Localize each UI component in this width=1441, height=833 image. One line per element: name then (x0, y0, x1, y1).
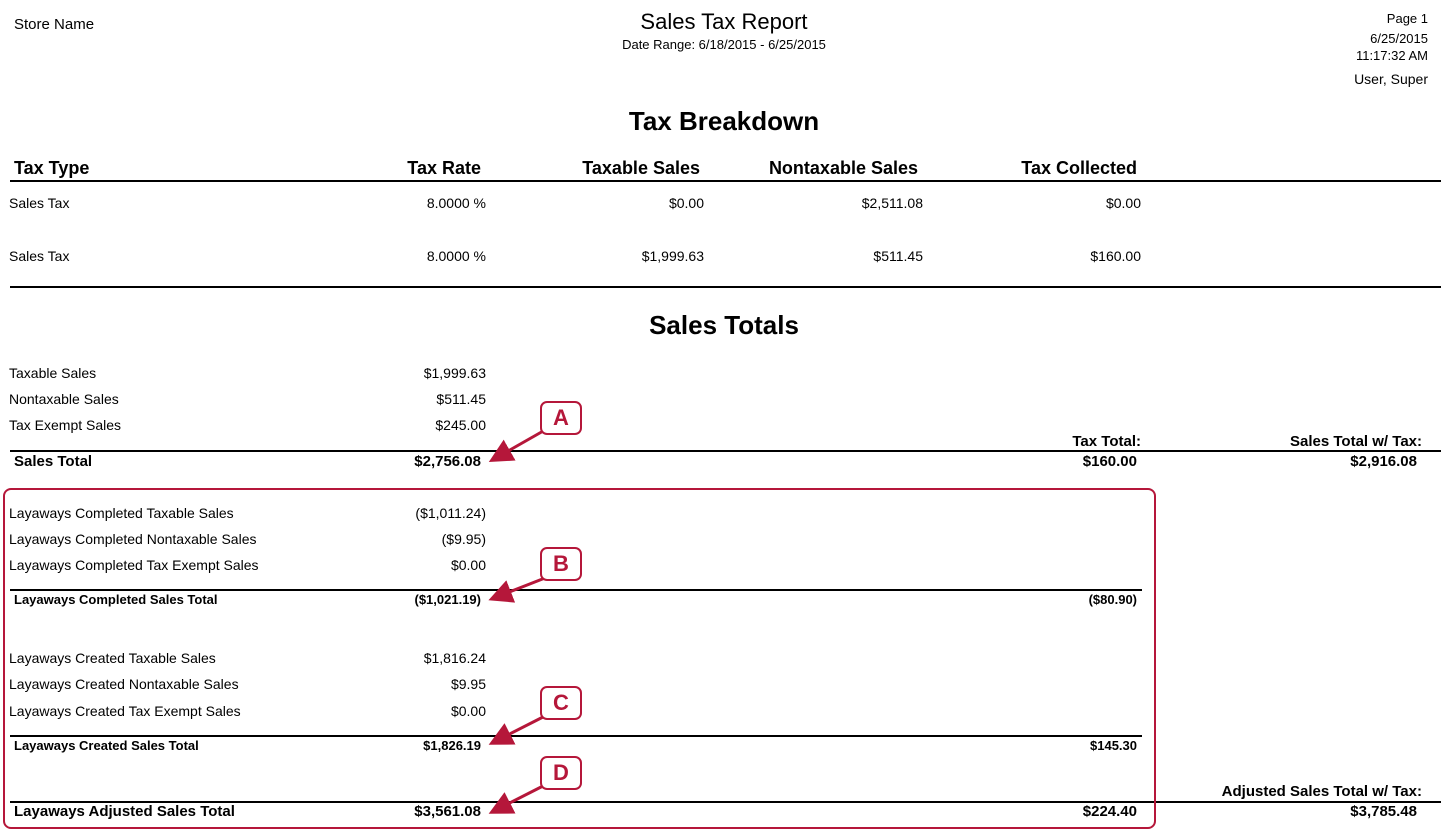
layaway-created-exempt-value: $0.00 (450, 703, 486, 719)
page-number: Page 1 (1386, 11, 1428, 26)
col-tax-type: Tax Type (14, 158, 90, 178)
taxable-sales-cell: $0.00 (668, 195, 704, 211)
header-rule (10, 180, 1441, 182)
adjusted-total-rule (10, 801, 1441, 803)
sales-totals-heading: Sales Totals (649, 310, 799, 340)
taxable-sales-label: Taxable Sales (9, 365, 97, 381)
callout-c-badge: C (540, 686, 582, 720)
store-name: Store Name (14, 16, 95, 33)
arrow-d (488, 783, 546, 814)
nontaxable-sales-value: $511.45 (436, 391, 486, 407)
layaway-created-nontaxable-label: Layaways Created Nontaxable Sales (9, 676, 239, 692)
col-tax-collected: Tax Collected (1021, 158, 1137, 178)
layaway-completed-total-label: Layaways Completed Sales Total (14, 592, 218, 607)
callout-a-badge: A (540, 401, 582, 435)
arrow-a (488, 428, 546, 462)
sales-total-value: $2,756.08 (414, 453, 481, 470)
layaway-created-rule (10, 735, 1142, 737)
nontaxable-sales-cell: $511.45 (873, 248, 923, 264)
taxable-sales-value: $1,999.63 (423, 365, 486, 381)
layaway-highlight-box (3, 488, 1156, 829)
layaway-completed-nontaxable-label: Layaways Completed Nontaxable Sales (9, 531, 257, 547)
layaway-created-total-value: $1,826.19 (423, 738, 481, 753)
layaway-completed-rule (10, 589, 1142, 591)
layaway-created-tax-value: $145.30 (1090, 738, 1137, 753)
sales-total-tax-label: Sales Total w/ Tax: (1290, 433, 1422, 450)
layaway-completed-taxable-value: ($1,011.24) (415, 505, 486, 521)
report-date: 6/25/2015 (1370, 31, 1428, 46)
callout-b-badge: B (540, 547, 582, 581)
layaway-completed-total-value: ($1,021.19) (414, 592, 482, 607)
sales-total-label: Sales Total (14, 453, 93, 470)
layaway-created-total-label: Layaways Created Sales Total (14, 738, 199, 753)
tax-collected-cell: $0.00 (1105, 195, 1141, 211)
layaway-completed-taxable-label: Layaways Completed Taxable Sales (9, 505, 234, 521)
report-user: User, Super (1354, 71, 1428, 87)
tax-exempt-sales-value: $245.00 (435, 417, 486, 433)
layaway-completed-exempt-value: $0.00 (450, 557, 486, 573)
layaway-completed-tax-value: ($80.90) (1088, 592, 1137, 607)
col-taxable-sales: Taxable Sales (582, 158, 700, 178)
layaway-completed-exempt-label: Layaways Completed Tax Exempt Sales (9, 557, 259, 573)
layaway-created-taxable-label: Layaways Created Taxable Sales (9, 650, 216, 666)
layaway-adjusted-total-value: $3,561.08 (414, 803, 481, 820)
report-title: Sales Tax Report (640, 9, 808, 34)
tax-exempt-sales-label: Tax Exempt Sales (9, 417, 122, 433)
layaway-adjusted-total-label: Layaways Adjusted Sales Total (14, 803, 235, 820)
breakdown-bottom-rule (10, 286, 1441, 288)
nontaxable-sales-label: Nontaxable Sales (9, 391, 119, 407)
adjusted-sales-total-label: Adjusted Sales Total w/ Tax: (1221, 783, 1422, 800)
col-tax-rate: Tax Rate (407, 158, 481, 178)
sales-total-rule (10, 450, 1441, 452)
tax-type-cell: Sales Tax (9, 195, 70, 211)
tax-collected-cell: $160.00 (1090, 248, 1141, 264)
callout-d-badge: D (540, 756, 582, 790)
layaway-created-nontaxable-value: $9.95 (450, 676, 486, 692)
layaway-created-taxable-value: $1,816.24 (423, 650, 486, 666)
tax-type-cell: Sales Tax (9, 248, 70, 264)
tax-rate-cell: 8.0000 % (426, 195, 486, 211)
report-time: 11:17:32 AM (1355, 48, 1428, 63)
arrow-c (488, 714, 546, 745)
layaway-completed-nontaxable-value: ($9.95) (441, 531, 486, 547)
col-nontaxable-sales: Nontaxable Sales (768, 158, 918, 178)
date-range: Date Range: 6/18/2015 - 6/25/2015 (622, 37, 826, 52)
tax-breakdown-heading: Tax Breakdown (628, 106, 820, 136)
layaway-adjusted-tax-value: $224.40 (1082, 803, 1137, 820)
tax-total-value: $160.00 (1082, 453, 1137, 470)
nontaxable-sales-cell: $2,511.08 (861, 195, 923, 211)
layaway-created-exempt-label: Layaways Created Tax Exempt Sales (9, 703, 241, 719)
tax-rate-cell: 8.0000 % (426, 248, 486, 264)
arrow-b (488, 576, 546, 603)
tax-total-label: Tax Total: (1072, 433, 1141, 450)
sales-total-tax-value: $2,916.08 (1350, 453, 1417, 470)
taxable-sales-cell: $1,999.63 (641, 248, 704, 264)
adjusted-sales-total-value: $3,785.48 (1350, 803, 1417, 820)
